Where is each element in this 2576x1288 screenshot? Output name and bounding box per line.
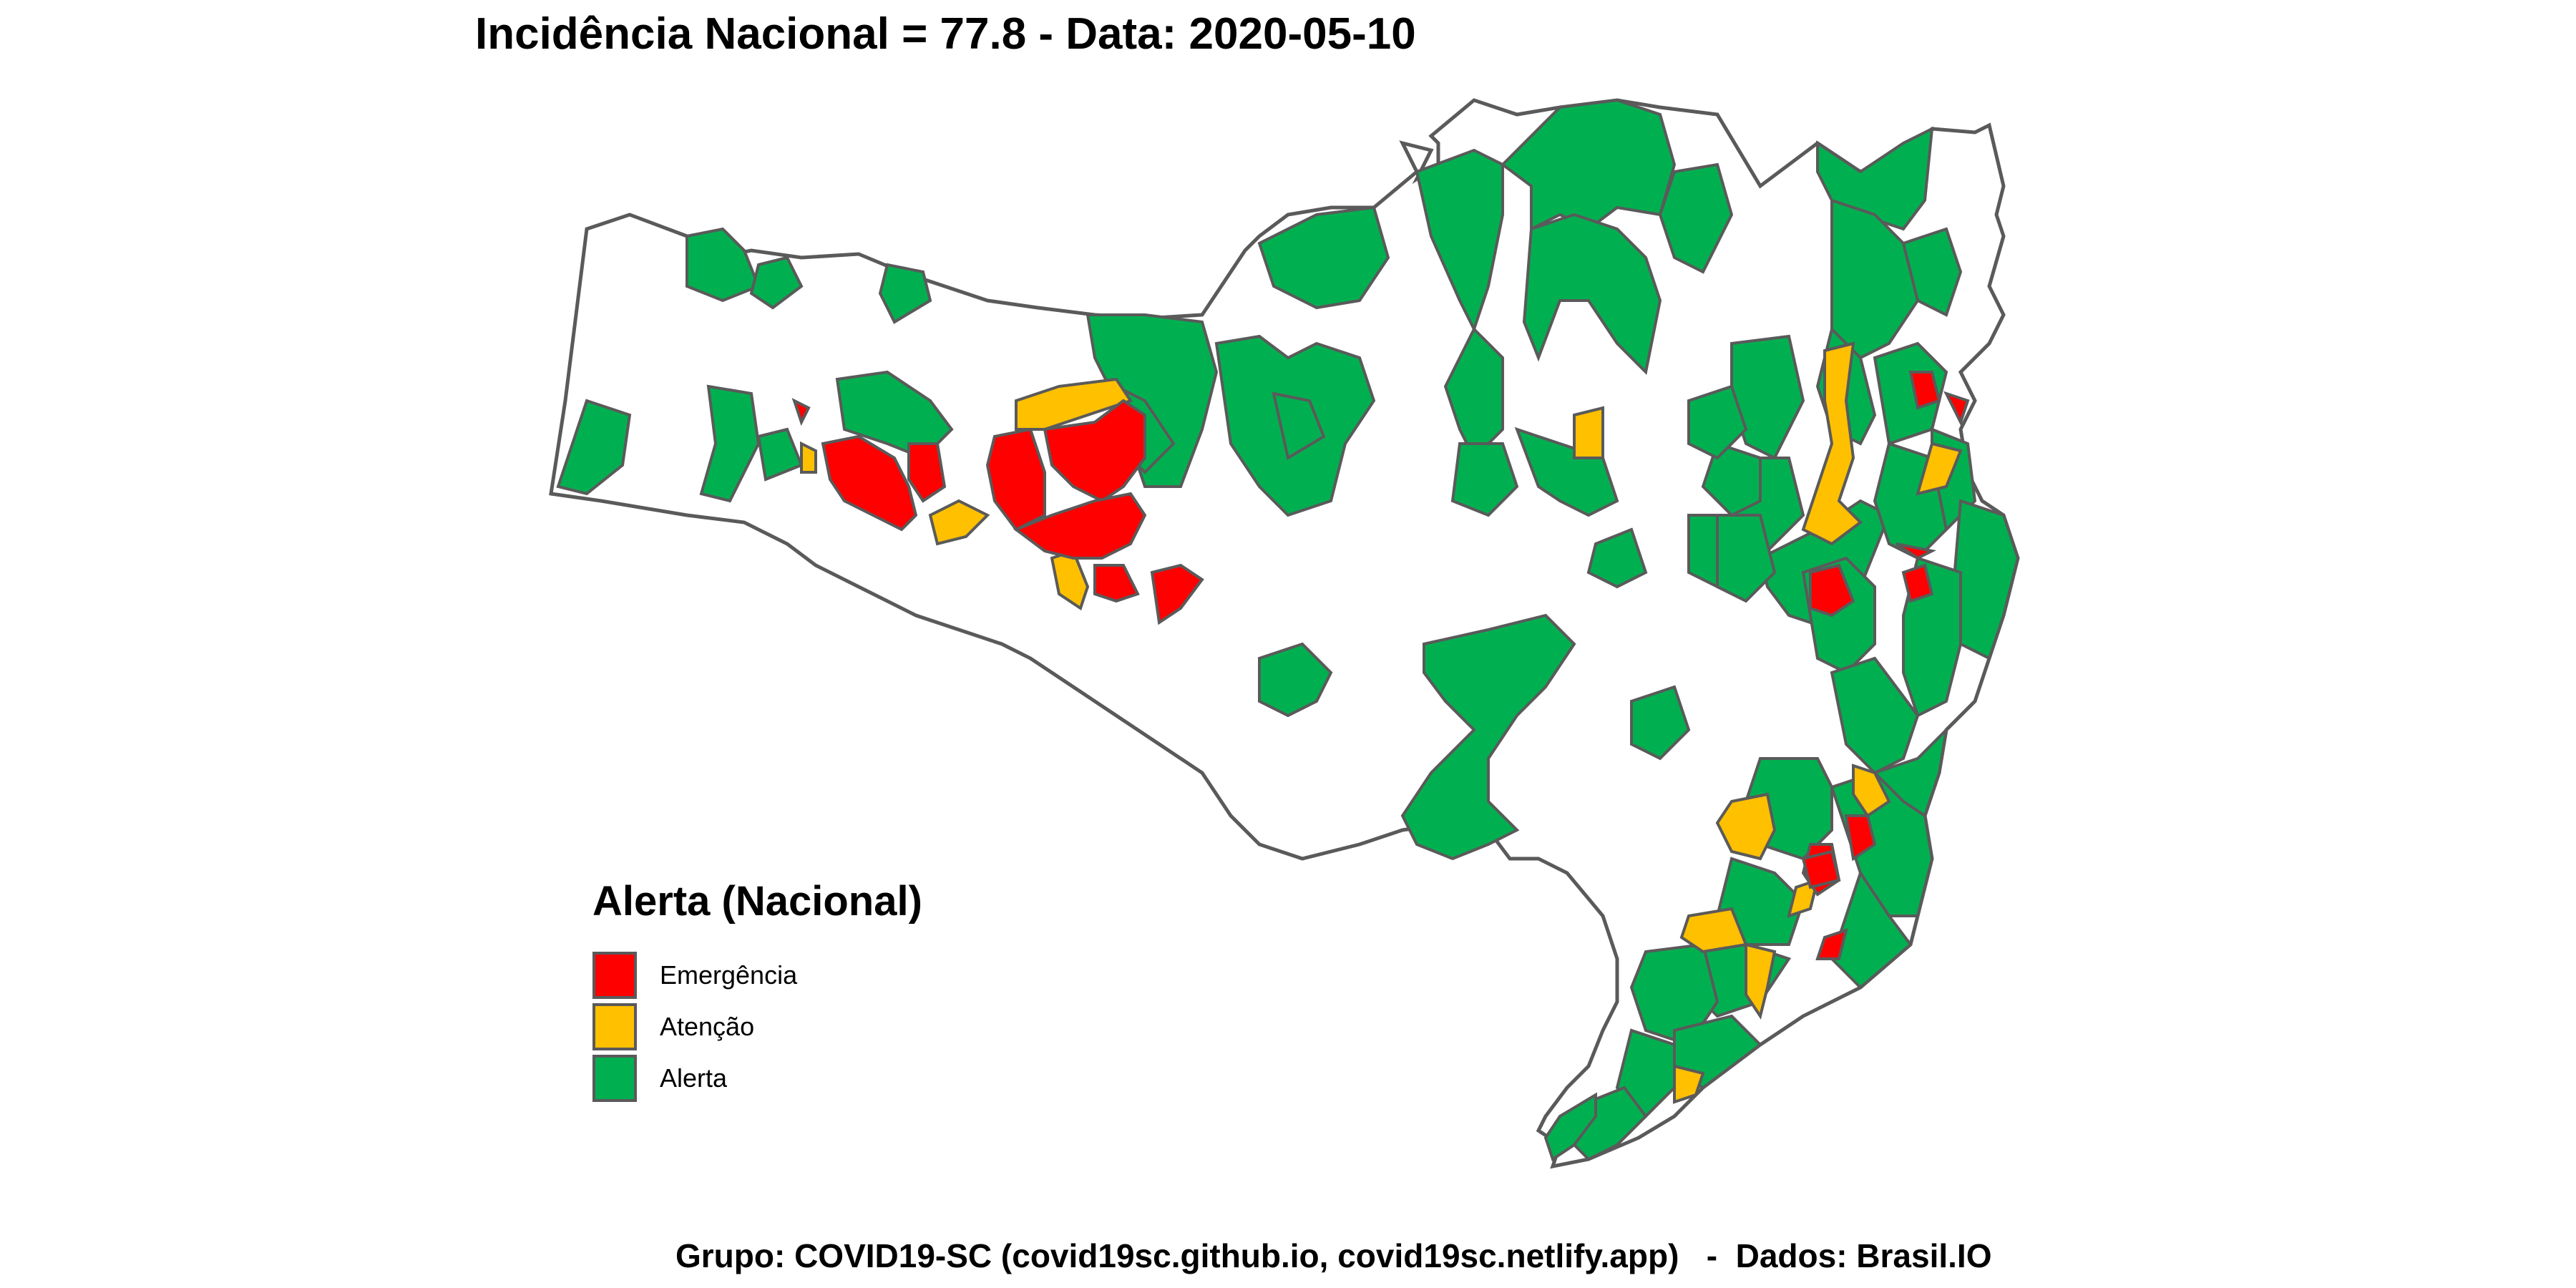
legend-label-emergencia: Emergência bbox=[660, 960, 798, 990]
legend-item-atencao: Atenção bbox=[592, 1001, 922, 1053]
source-caption: Grupo: COVID19-SC (covid19sc.github.io, … bbox=[675, 1237, 1992, 1274]
legend-label-alerta: Alerta bbox=[660, 1063, 728, 1093]
legend-item-emergencia: Emergência bbox=[592, 950, 922, 1001]
legend: Alerta (Nacional) Emergência Atenção Ale… bbox=[592, 877, 922, 1104]
regions-emergencia bbox=[791, 371, 1970, 960]
legend-swatch-emergencia bbox=[592, 952, 637, 999]
legend-swatch-atencao bbox=[592, 1003, 637, 1050]
legend-item-alerta: Alerta bbox=[592, 1053, 922, 1104]
map-title: Incidência Nacional = 77.8 - Data: 2020-… bbox=[475, 9, 1416, 59]
legend-title: Alerta (Nacional) bbox=[592, 878, 922, 924]
legend-swatch-alerta bbox=[592, 1055, 637, 1102]
legend-label-atencao: Atenção bbox=[660, 1012, 755, 1041]
